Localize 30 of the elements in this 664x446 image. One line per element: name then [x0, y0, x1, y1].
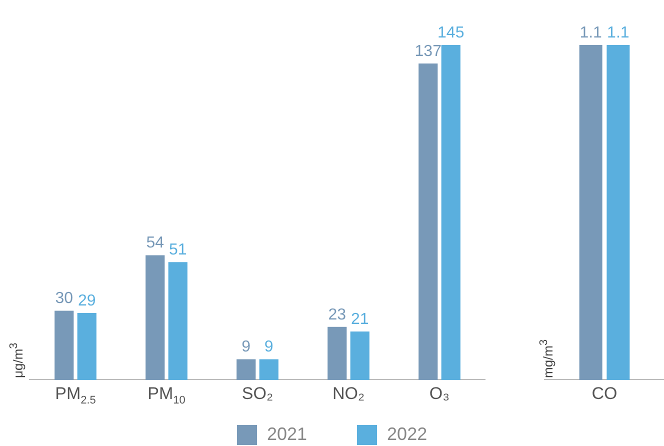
x-tick-label: NO₂: [332, 384, 365, 404]
bar: [328, 326, 347, 380]
bar: [236, 359, 256, 380]
x-tick-label: PM$_{2.5}$: [55, 384, 96, 406]
legend-label: 2021: [266, 424, 308, 446]
x-tick-label: PM$_{10}$: [148, 384, 186, 406]
data-label: 21: [350, 310, 369, 328]
data-label: 23: [328, 306, 346, 324]
bar: [350, 331, 370, 380]
bar: [146, 255, 165, 380]
bar: [77, 313, 96, 380]
data-label: 9: [264, 338, 274, 356]
data-label: 54: [146, 234, 164, 252]
bar: [418, 63, 438, 380]
data-label: 9: [242, 338, 251, 356]
bar: [259, 359, 278, 380]
legend-label: 2022: [386, 424, 428, 446]
data-label: 1.1: [607, 24, 630, 42]
data-label: 30: [55, 290, 74, 308]
bar: [54, 310, 74, 380]
bar: [168, 262, 188, 380]
bar: [441, 45, 460, 380]
data-label: 137: [414, 42, 442, 60]
x-tick-label: SO₂: [242, 384, 274, 404]
x-tick-label: O₃: [429, 384, 450, 404]
data-label: 145: [438, 24, 464, 42]
x-tick-label: CO: [592, 384, 618, 404]
data-label: 29: [78, 292, 96, 310]
data-label: 51: [168, 242, 187, 259]
data-label: 1.1: [580, 24, 602, 42]
